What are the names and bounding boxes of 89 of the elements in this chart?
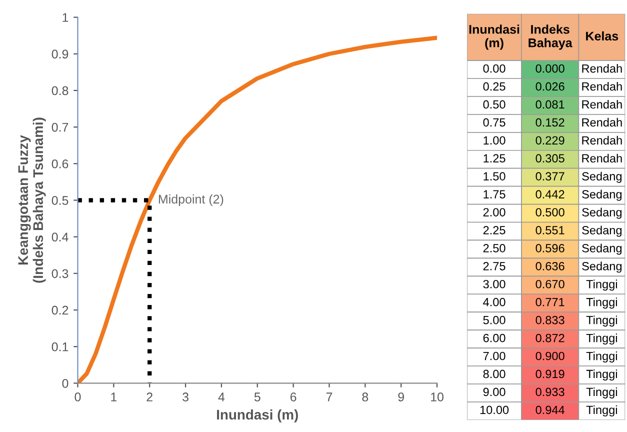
text: Rendah [582,64,622,73]
data-label: 0.000 [536,64,564,73]
text: Rendah [582,154,622,163]
y-tick-label: 0.9 [52,50,68,59]
text: Tinggi [586,405,617,416]
y-tick-label: 2.75 [483,262,506,270]
text: Tinggi [586,369,617,380]
y-axis-title: Keanggotaan Fuzzy (Indeks Bahaya Tsunami) [18,118,46,283]
text: Rendah [582,82,622,91]
text: Sedang [582,172,622,183]
y-tick-label: 1 [62,13,68,22]
x-tick-label: 3 [182,392,188,402]
line-series [78,36,438,384]
y-tick-label: 0.2 [52,306,68,315]
y-tick-label: 0.7 [52,122,68,132]
y-tick-label: 1.00 [484,136,506,145]
data-label: 0.933 [536,388,564,396]
text: Sedang [582,190,622,201]
x-tick-label: Kelas [586,31,618,41]
y-tick-label: 7.00 [483,352,506,360]
data-label: 0.442 [536,190,564,198]
y-tick-label: 1.25 [484,154,506,163]
y-tick-label: 0 [62,378,68,388]
x-axis-title: Inundasi (m) [217,409,298,422]
y-tick-label: 1.75 [484,190,506,198]
text: Tinggi [586,316,617,327]
text: Sedang [582,226,622,237]
data-label: 0.152 [536,118,564,127]
y-tick-label: 2.25 [483,226,506,234]
text: Rendah [582,100,622,109]
data-label: 0.900 [536,352,564,360]
text: Sedang [582,262,622,273]
y-axis-title: Inundasi (m) [469,24,520,50]
x-tick-label: 10 [431,392,444,402]
x-tick-label: 1 [111,392,117,402]
y-tick-label: 3.00 [483,280,506,288]
y-tick-label: 10.00 [480,406,509,414]
x-tick-label: 9 [398,392,404,402]
data-label: 0.872 [536,334,564,342]
x-tick-label: 8 [362,392,368,402]
x-tick-label: 2 [146,392,152,402]
x-tick-label: 6 [290,392,296,402]
y-tick-label: 4.00 [483,298,506,306]
data-label: 0.026 [536,82,564,91]
data-label: 0.377 [536,172,564,181]
data-label: 0.081 [536,100,564,109]
x-tick-label: 5 [254,392,260,402]
text: Rendah [582,136,622,145]
y-tick-label: 5.00 [483,316,506,324]
data-label: 0.833 [536,316,564,324]
text: Tinggi [586,280,617,291]
text: Tinggi [586,298,617,309]
text: Tinggi [586,387,617,398]
y-tick-label: 1.50 [484,172,506,181]
data-label: 0.771 [536,298,564,306]
y-tick-label: 8.00 [483,370,506,378]
y-tick-label: 2.50 [483,244,506,252]
annotation: Midpoint (2) [158,194,224,206]
y-tick-label: 0.50 [483,100,506,109]
y-tick-label: 0.75 [483,118,506,127]
x-tick-label: 7 [326,392,332,402]
y-tick-label: 0.8 [52,86,68,96]
y-tick-label: 6.00 [483,334,506,342]
text: Tinggi [586,352,617,363]
data-label: 0.551 [536,226,564,234]
y-tick-label: 0.6 [52,159,68,168]
y-tick-label: 0.3 [52,269,68,278]
text: Sedang [582,208,622,219]
data-label: 0.670 [536,280,564,288]
y-tick-label: 0.25 [483,82,506,91]
text: Rendah [582,118,622,127]
y-tick-label: 0.4 [52,232,68,242]
x-tick-label: 4 [218,392,225,402]
data-label: 0.944 [536,406,564,414]
data-label: 0.229 [536,136,564,145]
y-tick-label: 2.00 [483,208,506,216]
data-label: 0.636 [536,262,564,270]
x-tick-label: 0 [74,392,81,402]
data-label: 0.919 [536,370,564,378]
text: Sedang [582,244,622,255]
y-tick-label: 0.1 [52,342,68,352]
y-tick-label: 0.5 [52,196,68,205]
y-tick-label: 9.00 [483,388,506,396]
data-label: 0.500 [536,208,564,216]
x-tick-label: Indeks Bahaya [528,24,572,50]
data-label: 0.305 [536,154,564,163]
text: Tinggi [586,334,617,345]
y-tick-label: 0.00 [483,64,506,73]
data-label: 0.596 [536,244,564,252]
